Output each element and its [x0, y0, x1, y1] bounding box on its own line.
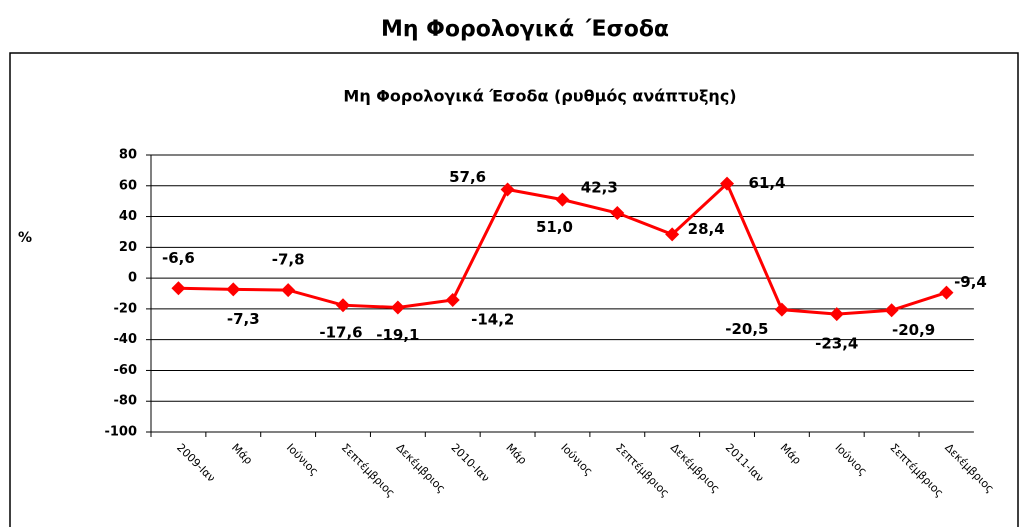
data-label: -17,6 [319, 324, 362, 342]
x-tick-label: Δεκέμβριος [394, 441, 448, 495]
x-tick-label: 2011-Ιαν [723, 441, 767, 485]
data-label: -14,2 [471, 310, 514, 328]
x-tick-label: Ιούνιος [284, 441, 321, 478]
marker [884, 303, 899, 318]
x-tick-label: Ιούνιος [833, 441, 870, 478]
data-label: -7,3 [227, 310, 260, 328]
y-tick-label: 80 [119, 148, 137, 163]
marker [226, 282, 241, 297]
y-tick-label: -20 [114, 301, 138, 316]
data-label: -20,5 [725, 320, 768, 338]
marker [555, 192, 570, 207]
marker [171, 281, 186, 296]
x-tick-label: 2010-Ιαν [448, 441, 492, 485]
data-label: -23,4 [815, 335, 858, 353]
y-tick-label: -40 [114, 332, 138, 347]
y-axis-label: % [18, 230, 32, 246]
x-tick-label: Ιούνιος [558, 441, 595, 478]
data-label: -9,4 [954, 273, 987, 291]
x-tick-label: Σεπτέμβριος [887, 441, 946, 500]
x-tick-label: Δεκέμβριος [942, 441, 996, 495]
data-label: 28,4 [688, 220, 725, 238]
marker [336, 298, 351, 313]
x-tick-label: Σεπτέμβριος [613, 441, 672, 500]
y-tick-label: 40 [119, 209, 137, 224]
x-tick-label: Μάρ [503, 441, 529, 467]
data-label: 42,3 [581, 179, 618, 197]
chart-frame [9, 52, 1019, 527]
y-tick-label: -60 [114, 363, 138, 378]
data-label: -20,9 [892, 321, 935, 339]
y-tick-label: -80 [114, 394, 138, 409]
data-label: 61,4 [749, 174, 786, 192]
chart-title: Μη Φορολογικά Έσοδα (ρυθμός ανάπτυξης) [343, 87, 736, 106]
marker [390, 300, 405, 315]
y-tick-label: 20 [119, 240, 137, 255]
y-tick-label: -100 [104, 425, 137, 440]
marker [720, 176, 735, 191]
data-label: -7,8 [272, 251, 305, 269]
data-label: -19,1 [376, 326, 419, 344]
x-tick-label: 2009-Ιαν [174, 441, 218, 485]
y-tick-label: 60 [119, 178, 137, 193]
marker [939, 285, 954, 300]
x-tick-label: Μάρ [778, 441, 804, 467]
x-tick-label: Μάρ [229, 441, 255, 467]
y-tick-label: 0 [128, 271, 137, 286]
x-tick-label: Δεκέμβριος [668, 441, 722, 495]
marker [500, 182, 515, 197]
marker [829, 307, 844, 322]
data-label: 57,6 [449, 168, 486, 186]
marker [281, 283, 296, 298]
page-title: Μη Φορολογικά ΄Εσοδα [381, 17, 669, 42]
data-label: 51,0 [536, 218, 573, 236]
marker [445, 292, 460, 307]
marker [610, 206, 625, 221]
x-tick-label: Σεπτέμβριος [339, 441, 398, 500]
marker [774, 302, 789, 317]
marker [665, 227, 680, 242]
data-label: -6,6 [162, 249, 195, 267]
